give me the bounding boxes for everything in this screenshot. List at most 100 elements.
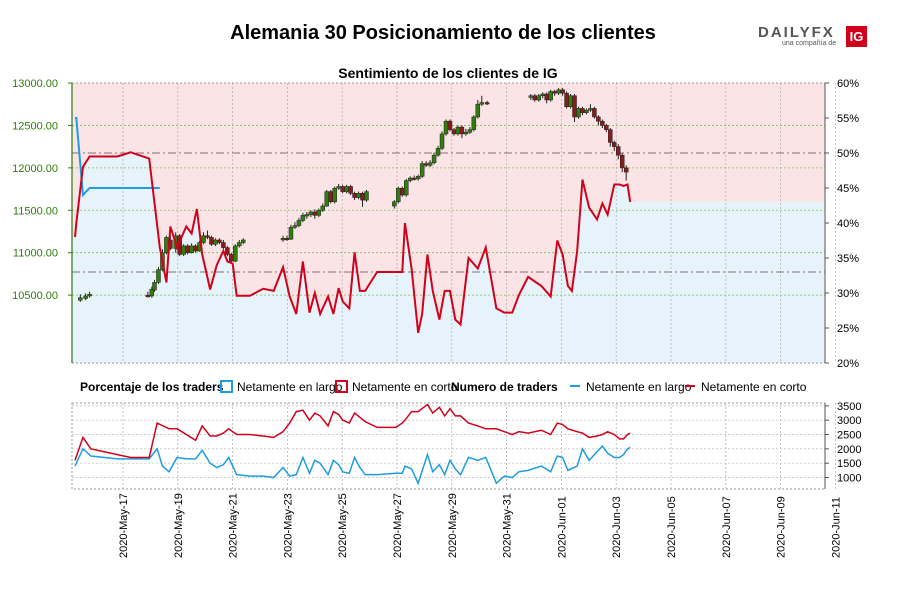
pct-tick-label: 40% <box>837 218 859 230</box>
candle-body <box>312 211 318 216</box>
candle-body <box>205 235 210 238</box>
candle-body <box>532 95 538 101</box>
candle-body <box>580 108 585 113</box>
pct-tick-label: 25% <box>837 323 859 335</box>
count-tick-label: 2500 <box>837 430 861 442</box>
pct-tick-label: 35% <box>837 253 859 265</box>
candle-body <box>328 191 333 203</box>
candle-body <box>596 116 601 122</box>
candle-body <box>360 193 365 201</box>
candle-body <box>324 191 329 207</box>
candle-body <box>241 239 246 243</box>
candle-body <box>623 167 629 173</box>
pct-tick-label: 30% <box>837 288 859 300</box>
candle-body <box>189 245 194 253</box>
x-tick-label: 2020-May-23 <box>282 493 294 558</box>
pct-tick-label: 45% <box>837 183 859 195</box>
candle-body <box>348 186 353 194</box>
candle-body <box>435 148 441 156</box>
pct-tick-label: 60% <box>837 78 859 90</box>
count-tick-label: 3500 <box>837 401 861 413</box>
short-area-fill <box>72 83 825 333</box>
pct-tick-label: 20% <box>837 358 859 370</box>
candle-body <box>455 126 461 135</box>
candle-body <box>540 93 545 96</box>
price-tick-label: 12000.00 <box>12 163 58 175</box>
candle-body <box>221 242 226 248</box>
legend-num-title: Numero de traders <box>451 380 558 394</box>
price-tick-label: 10500.00 <box>12 290 58 302</box>
count-net-long-line <box>74 444 631 486</box>
candle-body <box>608 129 613 143</box>
candle-body <box>427 162 433 166</box>
candle-body <box>320 205 326 211</box>
candle-body <box>471 116 477 130</box>
legend-pct-short: Netamente en corto <box>335 380 457 394</box>
count-tick-label: 1500 <box>837 458 861 470</box>
count-tick-label: 2000 <box>837 444 861 456</box>
candle-body <box>407 177 413 181</box>
candle-body <box>209 237 214 245</box>
candle-body <box>352 193 357 198</box>
legend-num-long: Netamente en largo <box>570 380 691 394</box>
candle-body <box>447 120 453 130</box>
x-tick-label: 2020-Jun-05 <box>666 496 678 558</box>
x-tick-label: 2020-Jun-01 <box>556 496 568 558</box>
candle-body <box>181 245 186 255</box>
candle-body <box>584 109 589 113</box>
candle-body <box>548 91 553 101</box>
candle-body <box>612 142 617 147</box>
candle-body <box>467 129 473 133</box>
count-tick-label: 1000 <box>837 473 861 485</box>
candle-body <box>588 108 593 111</box>
ig-badge: IG <box>846 26 867 47</box>
candle-body <box>463 131 469 135</box>
candle-body <box>356 193 361 198</box>
candle-body <box>193 245 198 252</box>
candle-body <box>431 154 437 164</box>
candle-body <box>592 108 597 118</box>
candle-body <box>572 95 577 118</box>
candle-body <box>400 187 405 196</box>
legend-num-short: Netamente en corto <box>685 380 806 394</box>
x-tick-label: 2020-May-17 <box>118 493 130 558</box>
x-tick-label: 2020-May-21 <box>228 493 240 558</box>
price-tick-label: 11500.00 <box>13 205 58 217</box>
x-tick-label: 2020-May-19 <box>173 493 185 558</box>
candle-body <box>308 211 314 215</box>
candle-body <box>600 120 605 126</box>
candle-body <box>304 214 310 217</box>
x-tick-label: 2020-Jun-03 <box>611 496 623 558</box>
candle-body <box>396 187 401 203</box>
candle-body <box>576 108 581 118</box>
candle-body <box>213 239 218 245</box>
candle-body <box>225 247 230 255</box>
candle-body <box>552 91 557 94</box>
candle-body <box>233 245 238 262</box>
candle-body <box>280 238 286 241</box>
x-tick-label: 2020-May-29 <box>447 493 459 558</box>
pct-net-short-line <box>74 151 632 334</box>
candle-body <box>392 201 397 207</box>
candle-body <box>201 235 206 243</box>
x-tick-label: 2020-May-27 <box>392 493 404 558</box>
candle-body <box>316 210 322 216</box>
candle-body <box>564 92 569 108</box>
candle-body <box>536 95 541 101</box>
candle-body <box>560 89 565 94</box>
candle-body <box>475 103 481 118</box>
count-net-short-line <box>74 403 631 461</box>
candle-body <box>443 120 449 135</box>
candle-body <box>556 89 561 94</box>
candle-body <box>451 129 457 135</box>
candle-body <box>296 220 302 226</box>
candle-body <box>145 294 151 298</box>
candle-body <box>288 226 294 240</box>
candle-body <box>544 93 549 101</box>
candle-body <box>156 269 161 283</box>
candle-body <box>404 180 409 196</box>
pct-net-long-line <box>75 117 160 198</box>
candle-body <box>459 126 465 135</box>
logo-subtitle: una compañía de <box>782 40 837 47</box>
candle-body <box>619 154 625 169</box>
